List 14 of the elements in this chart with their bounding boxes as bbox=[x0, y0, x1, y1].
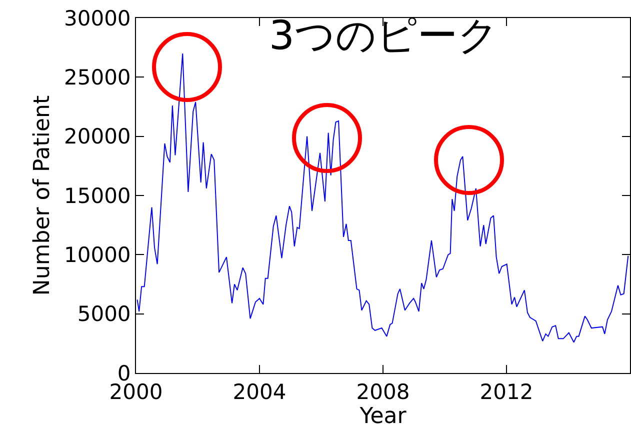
y-tick-label: 20000 bbox=[64, 124, 131, 149]
x-tick-label: 2008 bbox=[356, 380, 410, 404]
x-axis-title: Year bbox=[358, 404, 408, 430]
x-tick-label: 2004 bbox=[232, 380, 286, 404]
y-tick-label: 25000 bbox=[64, 66, 131, 90]
x-tick-label: 2012 bbox=[480, 380, 534, 404]
y-tick-label: 30000 bbox=[64, 6, 131, 30]
x-tick-label: 2000 bbox=[109, 380, 163, 404]
y-tick-label: 5000 bbox=[77, 302, 131, 326]
y-axis-title: Number of Patient bbox=[30, 95, 55, 296]
annotation: 3つのピーク bbox=[269, 13, 498, 59]
line-series bbox=[136, 53, 629, 343]
y-tick-label: 15000 bbox=[64, 184, 131, 208]
y-tick-label: 10000 bbox=[64, 243, 131, 268]
